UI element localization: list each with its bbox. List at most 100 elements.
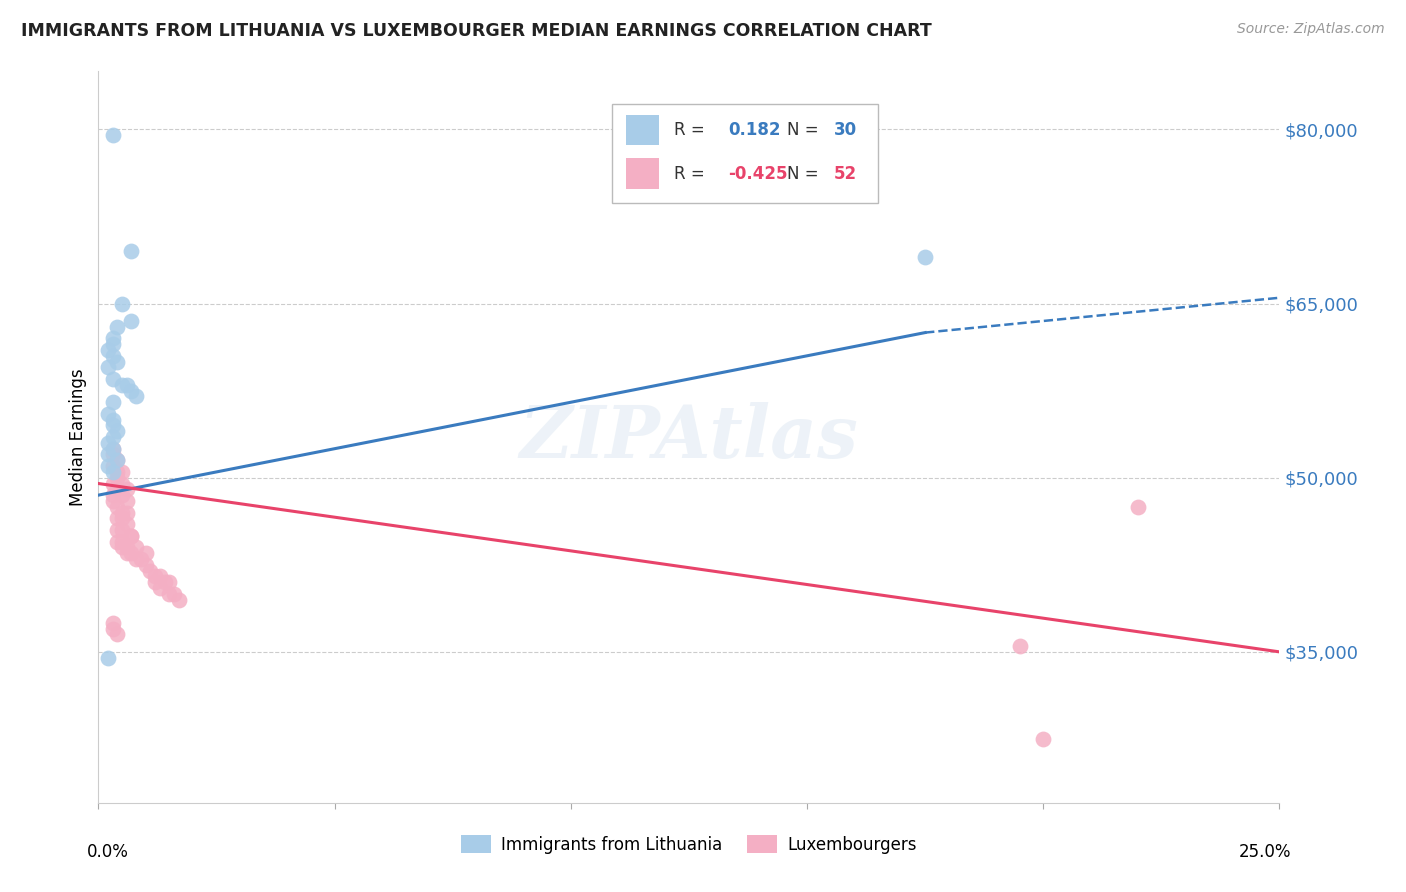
Point <box>115 483 138 497</box>
Text: R =: R = <box>673 165 710 183</box>
Point <box>111 296 134 310</box>
Point <box>101 615 124 630</box>
Point <box>105 471 128 485</box>
Point <box>135 558 157 572</box>
Point <box>101 430 124 444</box>
Point <box>101 442 124 456</box>
Point <box>157 587 180 601</box>
Text: 0.0%: 0.0% <box>87 843 128 861</box>
Point <box>101 128 124 143</box>
Point <box>105 453 128 467</box>
Point <box>1126 500 1149 514</box>
Point <box>105 511 128 525</box>
Point <box>101 442 124 456</box>
Point <box>153 575 176 590</box>
Point <box>163 587 186 601</box>
Point <box>129 552 152 566</box>
Point <box>121 546 143 560</box>
Point <box>97 343 120 357</box>
Point <box>143 569 166 583</box>
Text: Source: ZipAtlas.com: Source: ZipAtlas.com <box>1237 22 1385 37</box>
Point <box>97 448 120 462</box>
Point <box>1008 639 1031 653</box>
Point <box>101 331 124 345</box>
Point <box>101 337 124 351</box>
Point <box>111 523 134 537</box>
Text: 25.0%: 25.0% <box>1239 843 1291 861</box>
Point <box>125 552 148 566</box>
Point <box>111 465 134 479</box>
Point <box>167 592 190 607</box>
Point <box>121 529 143 543</box>
Point <box>149 569 172 583</box>
Point <box>111 541 134 555</box>
Point <box>97 436 120 450</box>
Point <box>157 575 180 590</box>
Point <box>121 244 143 259</box>
Point <box>101 465 124 479</box>
Point <box>115 494 138 508</box>
Legend: Immigrants from Lithuania, Luxembourgers: Immigrants from Lithuania, Luxembourgers <box>454 829 924 860</box>
Point <box>111 506 134 520</box>
Text: 30: 30 <box>834 121 858 139</box>
Point <box>97 407 120 421</box>
Text: IMMIGRANTS FROM LITHUANIA VS LUXEMBOURGER MEDIAN EARNINGS CORRELATION CHART: IMMIGRANTS FROM LITHUANIA VS LUXEMBOURGE… <box>21 22 932 40</box>
Point <box>125 389 148 403</box>
Point <box>143 575 166 590</box>
Point <box>125 541 148 555</box>
Point <box>121 529 143 543</box>
Point <box>101 448 124 462</box>
Point <box>101 622 124 636</box>
Text: N =: N = <box>787 121 824 139</box>
Point <box>101 349 124 363</box>
Text: -0.425: -0.425 <box>728 165 787 183</box>
Point <box>111 476 134 491</box>
Text: N =: N = <box>787 165 824 183</box>
Point <box>149 581 172 595</box>
Point <box>105 534 128 549</box>
Point <box>105 453 128 467</box>
Point <box>101 372 124 386</box>
Point <box>101 412 124 426</box>
Point <box>111 534 134 549</box>
Point <box>105 354 128 368</box>
Text: 0.182: 0.182 <box>728 121 780 139</box>
Point <box>101 494 124 508</box>
Point <box>1032 731 1054 746</box>
Point <box>115 506 138 520</box>
Point <box>135 546 157 560</box>
Point <box>105 523 128 537</box>
Bar <box>626 159 659 189</box>
Point <box>101 488 124 502</box>
Point <box>115 541 138 555</box>
Text: 52: 52 <box>834 165 858 183</box>
Point <box>101 395 124 409</box>
Point <box>105 424 128 438</box>
Point <box>97 650 120 665</box>
Point <box>115 546 138 560</box>
Point <box>101 476 124 491</box>
Bar <box>612 104 877 203</box>
Point <box>101 459 124 474</box>
Point <box>115 517 138 532</box>
Point <box>97 459 120 474</box>
Point <box>115 377 138 392</box>
Point <box>97 360 120 375</box>
Point <box>914 250 936 264</box>
Text: R =: R = <box>673 121 710 139</box>
Point <box>105 483 128 497</box>
Point <box>111 511 134 525</box>
Point <box>105 627 128 641</box>
Y-axis label: Median Earnings: Median Earnings <box>69 368 87 506</box>
Point <box>121 384 143 398</box>
Point <box>121 314 143 328</box>
Bar <box>626 114 659 145</box>
Point <box>101 418 124 433</box>
Point <box>105 500 128 514</box>
Text: ZIPAtlas: ZIPAtlas <box>520 401 858 473</box>
Point <box>111 377 134 392</box>
Point <box>105 319 128 334</box>
Point <box>105 465 128 479</box>
Point <box>111 488 134 502</box>
Point <box>139 564 162 578</box>
